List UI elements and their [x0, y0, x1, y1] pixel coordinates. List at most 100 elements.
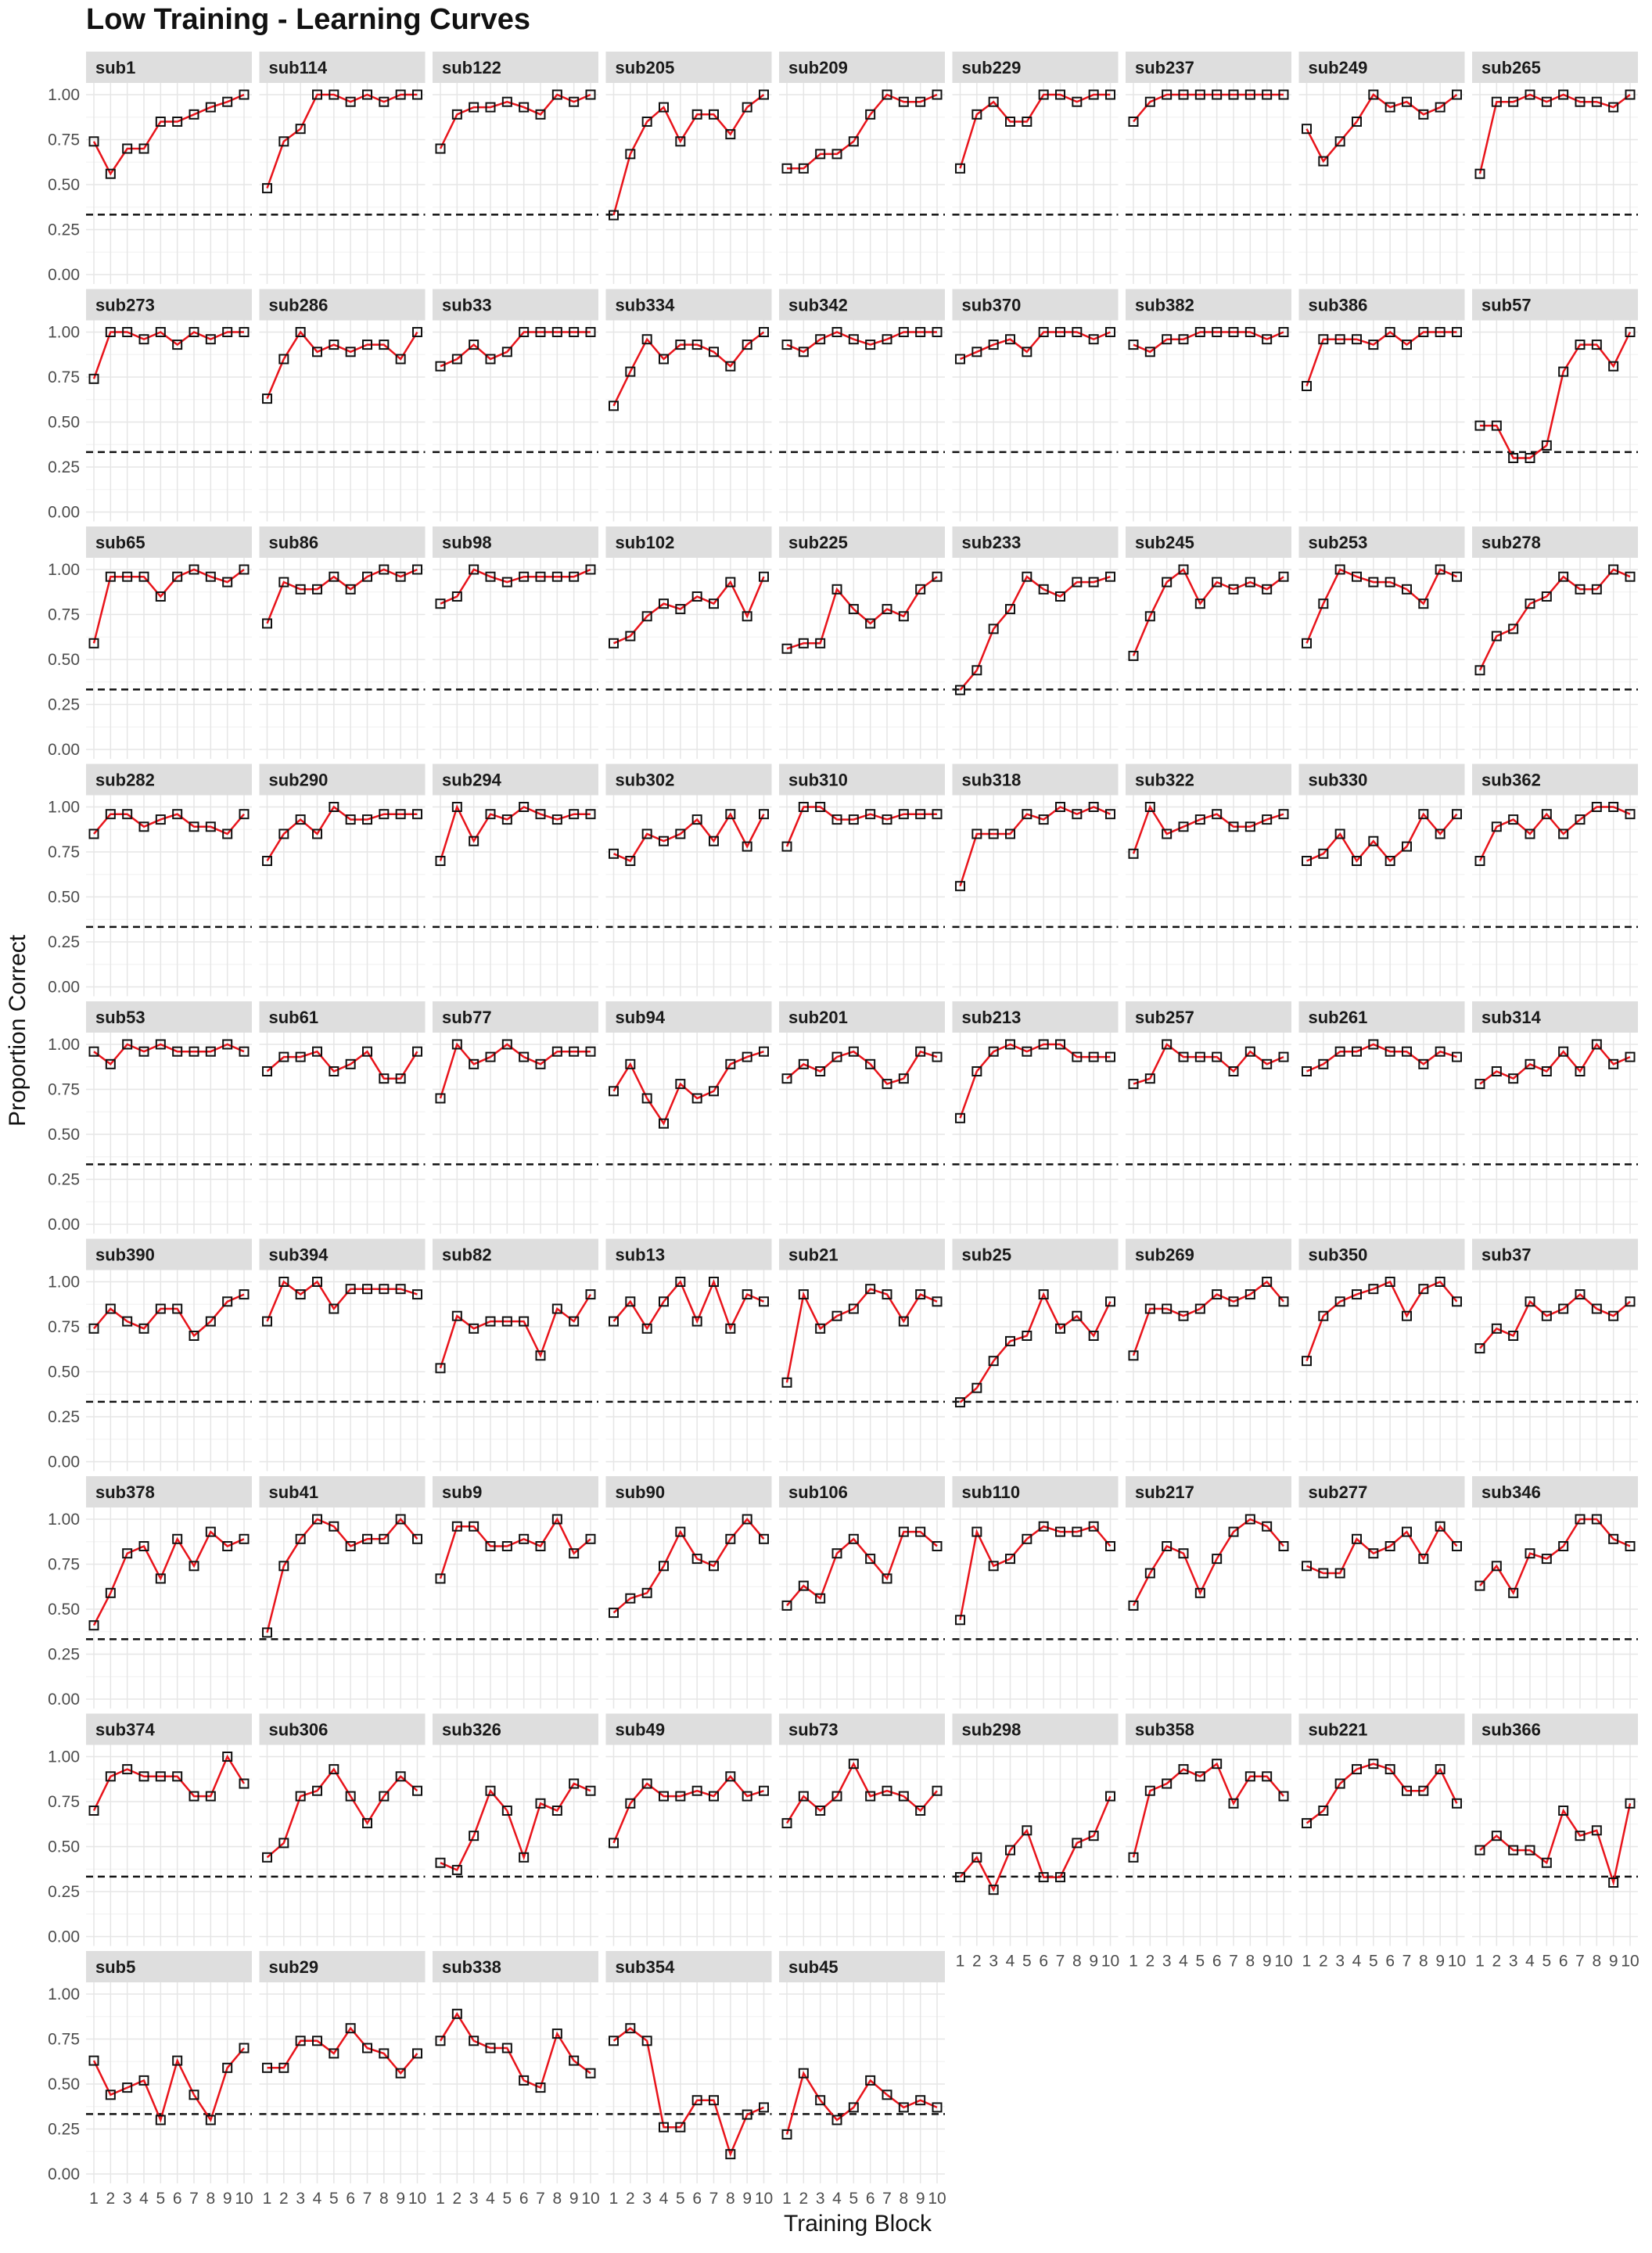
data-point — [865, 1791, 876, 1802]
data-point — [1178, 1051, 1189, 1062]
data-point — [1005, 1845, 1015, 1856]
data-point — [1318, 848, 1329, 859]
data-point — [1575, 96, 1586, 107]
series-line — [1132, 568, 1284, 656]
panel-sub294: sub294 — [433, 764, 598, 997]
data-point — [88, 828, 99, 839]
data-point — [675, 1079, 686, 1090]
panel-sub330: sub330 — [1298, 764, 1465, 997]
data-point — [1334, 1568, 1345, 1579]
data-point — [569, 2055, 580, 2066]
data-point — [535, 109, 546, 120]
series-line — [785, 806, 937, 847]
data-point — [1144, 802, 1155, 812]
strip-label: sub265 — [1481, 58, 1541, 77]
data-point — [1302, 1561, 1312, 1572]
data-point — [709, 109, 719, 120]
data-point — [519, 2075, 530, 2086]
data-point — [1022, 1825, 1032, 1836]
panel-sub29: sub29 1 2 3 4 5 6 7 8 9 10 — [259, 1951, 426, 2208]
data-point — [1608, 1533, 1619, 1544]
data-point — [641, 1587, 652, 1598]
data-point — [1244, 1289, 1255, 1300]
data-point — [519, 1533, 530, 1544]
data-point — [1452, 571, 1462, 582]
data-point — [239, 2043, 250, 2054]
data-point — [122, 571, 133, 582]
data-point — [1055, 1323, 1065, 1334]
data-point — [1474, 856, 1485, 866]
data-point — [239, 1778, 250, 1789]
strip-label: sub370 — [962, 296, 1022, 315]
data-point — [1088, 802, 1099, 812]
data-point — [1334, 1046, 1345, 1057]
data-point — [988, 1561, 999, 1572]
series-line — [1479, 1042, 1631, 1085]
data-point — [189, 1561, 199, 1572]
data-point — [1038, 327, 1049, 337]
data-point — [412, 327, 422, 337]
strip-background — [779, 1713, 945, 1745]
x-tick-label: 3 — [816, 2190, 825, 2208]
data-point — [395, 354, 406, 365]
data-point — [1072, 809, 1083, 820]
panel-sub257: sub257 — [1126, 1001, 1291, 1234]
strip-label: sub338 — [442, 1957, 501, 1977]
x-tick-label: 7 — [1056, 1953, 1065, 1971]
data-point — [898, 96, 909, 107]
data-point — [278, 1838, 289, 1849]
data-point — [1508, 1845, 1519, 1856]
data-point — [501, 1039, 512, 1050]
strip-background — [779, 526, 945, 558]
x-tick-label: 5 — [1369, 1953, 1378, 1971]
data-point — [1022, 1331, 1032, 1341]
data-point — [1625, 809, 1636, 820]
data-point — [955, 354, 965, 365]
data-point — [122, 809, 133, 820]
data-point — [278, 1051, 289, 1062]
data-point — [262, 856, 272, 866]
data-point — [609, 1316, 619, 1327]
data-point — [122, 143, 133, 154]
data-point — [345, 1284, 356, 1295]
data-point — [1474, 1580, 1485, 1591]
data-point — [1491, 1831, 1502, 1842]
data-point — [1508, 1073, 1519, 1084]
data-point — [1212, 89, 1223, 100]
data-point — [551, 2028, 562, 2039]
series-line — [612, 1774, 764, 1844]
panel-sub13: sub13 — [605, 1238, 772, 1471]
data-point — [1144, 347, 1155, 358]
x-tick-label: 1 — [1129, 1953, 1138, 1971]
data-point — [379, 1073, 390, 1084]
data-point — [1244, 1771, 1255, 1782]
chart-title: Low Training - Learning Curves — [86, 3, 530, 36]
data-point — [1144, 611, 1155, 622]
strip-label: sub106 — [788, 1482, 848, 1502]
strip-label: sub122 — [442, 58, 501, 77]
data-point — [379, 1533, 390, 1544]
strip-label: sub86 — [269, 533, 319, 552]
data-point — [329, 1764, 339, 1775]
data-point — [295, 1533, 306, 1544]
panel-sub277: sub277 — [1298, 1476, 1465, 1709]
data-point — [675, 340, 686, 350]
data-point — [1334, 334, 1345, 345]
data-point — [1402, 340, 1412, 350]
data-point — [1228, 584, 1239, 595]
data-point — [105, 2090, 116, 2100]
data-point — [205, 334, 216, 345]
data-point — [329, 1521, 339, 1532]
strip-background — [1298, 1713, 1465, 1745]
data-point — [1384, 1046, 1395, 1057]
data-point — [585, 1533, 596, 1544]
data-point — [1491, 1066, 1502, 1076]
y-tick-label: 0.75 — [48, 2031, 80, 2049]
data-point — [395, 1284, 406, 1295]
series-line — [959, 1795, 1112, 1892]
data-point — [932, 2102, 943, 2113]
data-point — [155, 591, 166, 602]
data-point — [659, 598, 669, 609]
data-point — [1088, 89, 1099, 100]
data-point — [709, 1086, 719, 1097]
